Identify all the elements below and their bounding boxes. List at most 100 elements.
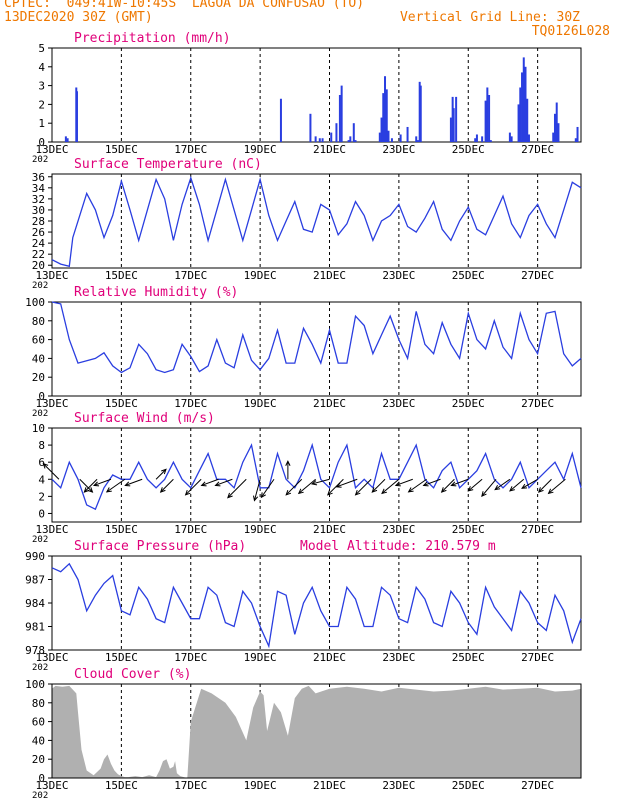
x-tick-label: 21DEC: [313, 651, 346, 664]
precip-bar: [64, 136, 67, 142]
x-tick-label: 13DEC: [35, 269, 68, 282]
y-tick-label: 984: [25, 597, 45, 610]
wind-arrow-head: [161, 468, 167, 475]
wind-arrow-head: [440, 487, 447, 493]
wind-arrow: [381, 478, 400, 495]
y-tick-label: 80: [32, 315, 45, 328]
x-tick-label: 25DEC: [452, 779, 485, 792]
precip-bar: [314, 136, 317, 142]
rh-line: [51, 301, 582, 374]
y-tick-label: 60: [32, 334, 45, 347]
precip-bar: [449, 117, 452, 142]
x-tick-label: 19DEC: [244, 397, 277, 410]
wind-arrow: [467, 478, 483, 492]
y-tick-label: 40: [32, 352, 45, 365]
wind-arrow-head: [200, 481, 207, 487]
y-tick-label: 2: [38, 490, 45, 503]
wind-arrow-head: [260, 492, 266, 499]
wind-arrow-shaft: [260, 478, 275, 498]
wind-arrow-head: [105, 487, 112, 493]
y-tick-label: 36: [32, 171, 45, 184]
wind-arrow-shaft: [125, 478, 143, 486]
wind-arrow: [371, 478, 386, 493]
panel-title: Surface Pressure (hPa): [74, 539, 246, 554]
wind-arrow: [159, 478, 174, 493]
precip-bar: [415, 136, 418, 142]
panel-title: Relative Humidity (%): [74, 285, 238, 300]
precip-bar: [347, 140, 350, 142]
wind-arrow-head: [354, 489, 361, 496]
y-tick-label: 10: [32, 422, 45, 435]
wind-arrow: [327, 478, 344, 496]
wind-arrow-head: [537, 487, 544, 493]
wind-arrow-shaft: [201, 478, 219, 486]
wind-arrow: [297, 478, 316, 495]
y-tick-label: 3: [38, 80, 45, 93]
x-tick-label: 17DEC: [174, 143, 207, 156]
x-tick-label: 23DEC: [382, 397, 415, 410]
wind-arrow: [227, 478, 247, 499]
y-tick-label: 2: [38, 98, 45, 111]
y-tick-label: 100: [25, 296, 45, 309]
x-tick-label: 15DEC: [105, 269, 138, 282]
panel-frame: [51, 301, 582, 397]
x-tick-label: 13DEC: [35, 779, 68, 792]
x-tick-label: 27DEC: [521, 269, 554, 282]
wind-arrow-head: [394, 481, 401, 487]
wind-arrow-shaft: [285, 478, 303, 496]
y-tick-label: 0: [38, 507, 45, 520]
y-tick-label: 100: [25, 678, 45, 691]
wind-arrow-shaft: [160, 478, 174, 493]
wind-arrow-shaft: [155, 469, 167, 480]
precip-bar: [489, 140, 492, 142]
y-tick-label: 0: [38, 136, 45, 149]
x-tick-label: 25DEC: [452, 397, 485, 410]
panel-title: Surface Temperature (nC): [74, 157, 262, 172]
wind-arrow: [311, 478, 330, 486]
wind-arrow-head: [253, 495, 259, 502]
wind-arrow-shaft: [468, 478, 483, 492]
precip-bar: [66, 138, 69, 142]
precip-bar: [352, 123, 355, 142]
wind-arrow: [407, 478, 427, 493]
wind-arrow-head: [335, 482, 342, 488]
wind-arrow-shaft: [336, 478, 358, 488]
x-year-fragment: 202: [32, 281, 48, 291]
wind-arrow: [285, 460, 291, 480]
panel-frame: [51, 47, 582, 143]
precip-bar: [380, 117, 383, 142]
precip-bar: [475, 134, 478, 142]
wind-arrow: [422, 478, 441, 487]
panel-title: Precipitation (mm/h): [74, 31, 231, 46]
wind-arrow: [79, 478, 94, 493]
wind-arrow: [285, 478, 303, 496]
y-tick-label: 28: [32, 215, 45, 228]
x-tick-label: 25DEC: [452, 269, 485, 282]
wind-arrow: [440, 478, 455, 493]
y-tick-label: 981: [25, 621, 45, 634]
x-tick-label: 23DEC: [382, 523, 415, 536]
x-tick-label: 15DEC: [105, 523, 138, 536]
precip-bar: [309, 113, 312, 142]
wind-arrow-shaft: [441, 478, 455, 493]
wind-arrow: [494, 478, 511, 491]
wind-arrow-head: [311, 480, 318, 486]
x-tick-label: 21DEC: [313, 143, 346, 156]
precip-bar: [510, 136, 513, 142]
wind-arrow: [92, 478, 112, 487]
wind-arrow-shaft: [106, 478, 126, 493]
precip-bar: [387, 130, 390, 142]
precip-bar: [340, 85, 343, 142]
precip-bar: [521, 72, 524, 142]
precip-bar: [406, 126, 409, 142]
x-tick-label: 15DEC: [105, 143, 138, 156]
precip-bar: [452, 108, 455, 142]
wind-arrow-head: [327, 489, 333, 496]
panel-precip: 13DEC 15DEC 17DEC 19DEC 21DEC 23DEC 25DEC 27DEC…: [32, 31, 582, 165]
x-tick-label: 19DEC: [244, 523, 277, 536]
precip-bar: [419, 85, 422, 142]
wind-arrow: [481, 478, 497, 498]
wind-arrow-head: [494, 484, 501, 491]
y-tick-label: 4: [38, 61, 45, 74]
y-tick-label: 20: [32, 371, 45, 384]
